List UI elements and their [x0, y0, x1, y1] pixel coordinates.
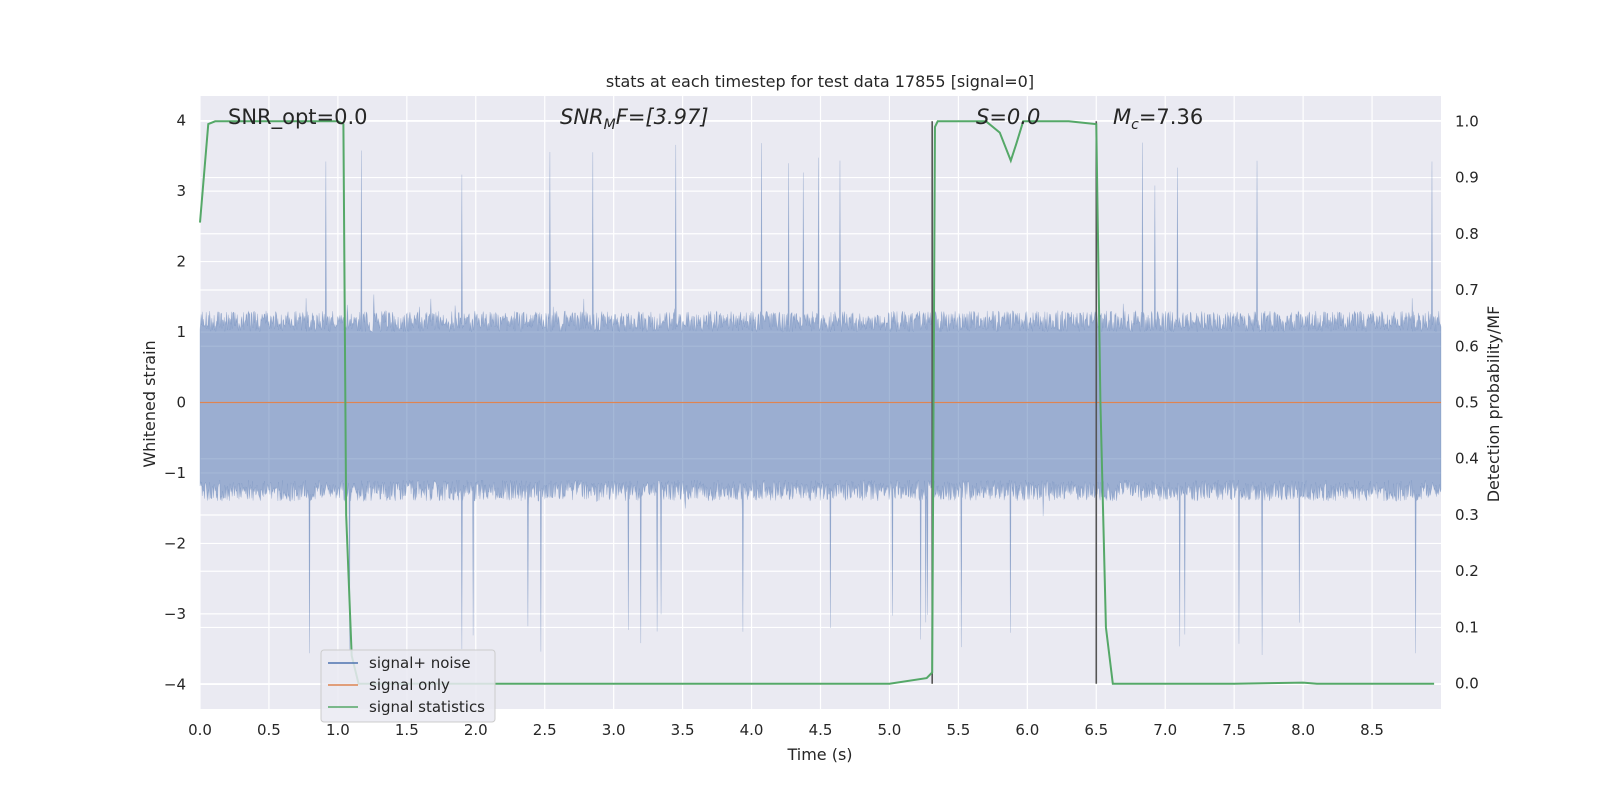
statistics-line: [199, 120, 1435, 685]
x-tick-label: 0.0: [188, 721, 212, 739]
x-tick-labels: 0.0 0.5 1.0 1.5 2.0 2.5 3.0 3.5 4.0 4.5 5.0 5.5 6.0 6…: [188, 721, 1384, 739]
y-right-tick-label: 1.0: [1455, 112, 1479, 130]
annotation-snr-opt: SNR_opt=0.0: [228, 105, 368, 130]
y-left-tick-label: −3: [164, 605, 186, 623]
y-right-tick-label: 0.4: [1455, 450, 1479, 468]
y-left-tick-label: 3: [176, 182, 186, 200]
x-tick-label: 0.5: [257, 721, 281, 739]
y-right-tick-label: 0.8: [1455, 225, 1479, 243]
y-left-tick-label: 1: [176, 323, 186, 341]
y-right-tick-labels: 1.0 0.9 0.8 0.7 0.6 0.5 0.4 0.3 0.2 0.1 0.0: [1455, 112, 1479, 692]
y-right-tick-label: 0.1: [1455, 618, 1479, 636]
snr-mf-rest: F=[3.97]: [616, 105, 709, 129]
legend-label-signal-only: signal only: [369, 676, 450, 694]
annotation-snr-mf: SNRMF=[3.97]: [560, 105, 709, 133]
y-right-tick-label: 0.0: [1455, 675, 1479, 693]
y-left-tick-label: −2: [164, 534, 186, 552]
chart-title: stats at each timestep for test data 178…: [606, 72, 1034, 91]
x-tick-label: 5.5: [946, 721, 970, 739]
x-tick-label: 8.0: [1291, 721, 1315, 739]
y-right-tick-label: 0.2: [1455, 562, 1479, 580]
y-right-tick-label: 0.6: [1455, 337, 1479, 355]
y-left-tick-labels: 4 3 2 1 0 −1 −2 −3 −4: [164, 112, 186, 694]
y-axis-right-label: Detection probability/MF: [1484, 306, 1503, 503]
x-tick-label: 6.0: [1015, 721, 1039, 739]
x-tick-label: 7.0: [1153, 721, 1177, 739]
noise-band: [199, 142, 1442, 656]
legend: signal+ noise signal only signal statist…: [320, 649, 496, 723]
x-tick-label: 1.0: [326, 721, 350, 739]
snr-mf-sub: M: [604, 117, 616, 133]
x-tick-label: 2.5: [533, 721, 557, 739]
y-left-tick-label: 2: [176, 253, 186, 271]
x-axis-label: Time (s): [786, 745, 852, 764]
x-tick-label: 5.0: [878, 721, 902, 739]
x-tick-label: 4.0: [740, 721, 764, 739]
x-tick-label: 8.5: [1360, 721, 1384, 739]
x-tick-label: 7.5: [1222, 721, 1246, 739]
legend-label-noise: signal+ noise: [369, 654, 471, 672]
y-right-tick-label: 0.9: [1455, 169, 1479, 187]
noise-series: [199, 142, 1442, 656]
y-axis-left-label: Whitened strain: [140, 340, 159, 467]
x-tick-label: 4.5: [809, 721, 833, 739]
y-left-tick-label: 4: [176, 112, 186, 130]
y-left-tick-label: 0: [176, 394, 186, 412]
signal-statistics-series: [199, 120, 1435, 685]
y-left-tick-label: −1: [164, 464, 186, 482]
mc-base: M: [1113, 105, 1131, 129]
snr-mf-base: SNR: [560, 105, 604, 129]
x-tick-label: 3.5: [671, 721, 695, 739]
y-right-tick-label: 0.7: [1455, 281, 1479, 299]
legend-label-statistics: signal statistics: [369, 698, 485, 716]
annotation-s-value: S=0.0: [976, 105, 1040, 129]
legend-box: [320, 649, 496, 723]
annotation-mc: Mc=7.36: [1113, 105, 1203, 133]
x-tick-label: 6.5: [1084, 721, 1108, 739]
y-left-tick-label: −4: [164, 675, 186, 693]
mc-sub: c: [1131, 117, 1139, 133]
x-tick-label: 3.0: [602, 721, 626, 739]
x-tick-label: 1.5: [395, 721, 419, 739]
y-right-tick-label: 0.3: [1455, 506, 1479, 524]
y-right-tick-label: 0.5: [1455, 394, 1479, 412]
x-tick-label: 2.0: [464, 721, 488, 739]
mc-rest: =7.36: [1139, 105, 1203, 129]
